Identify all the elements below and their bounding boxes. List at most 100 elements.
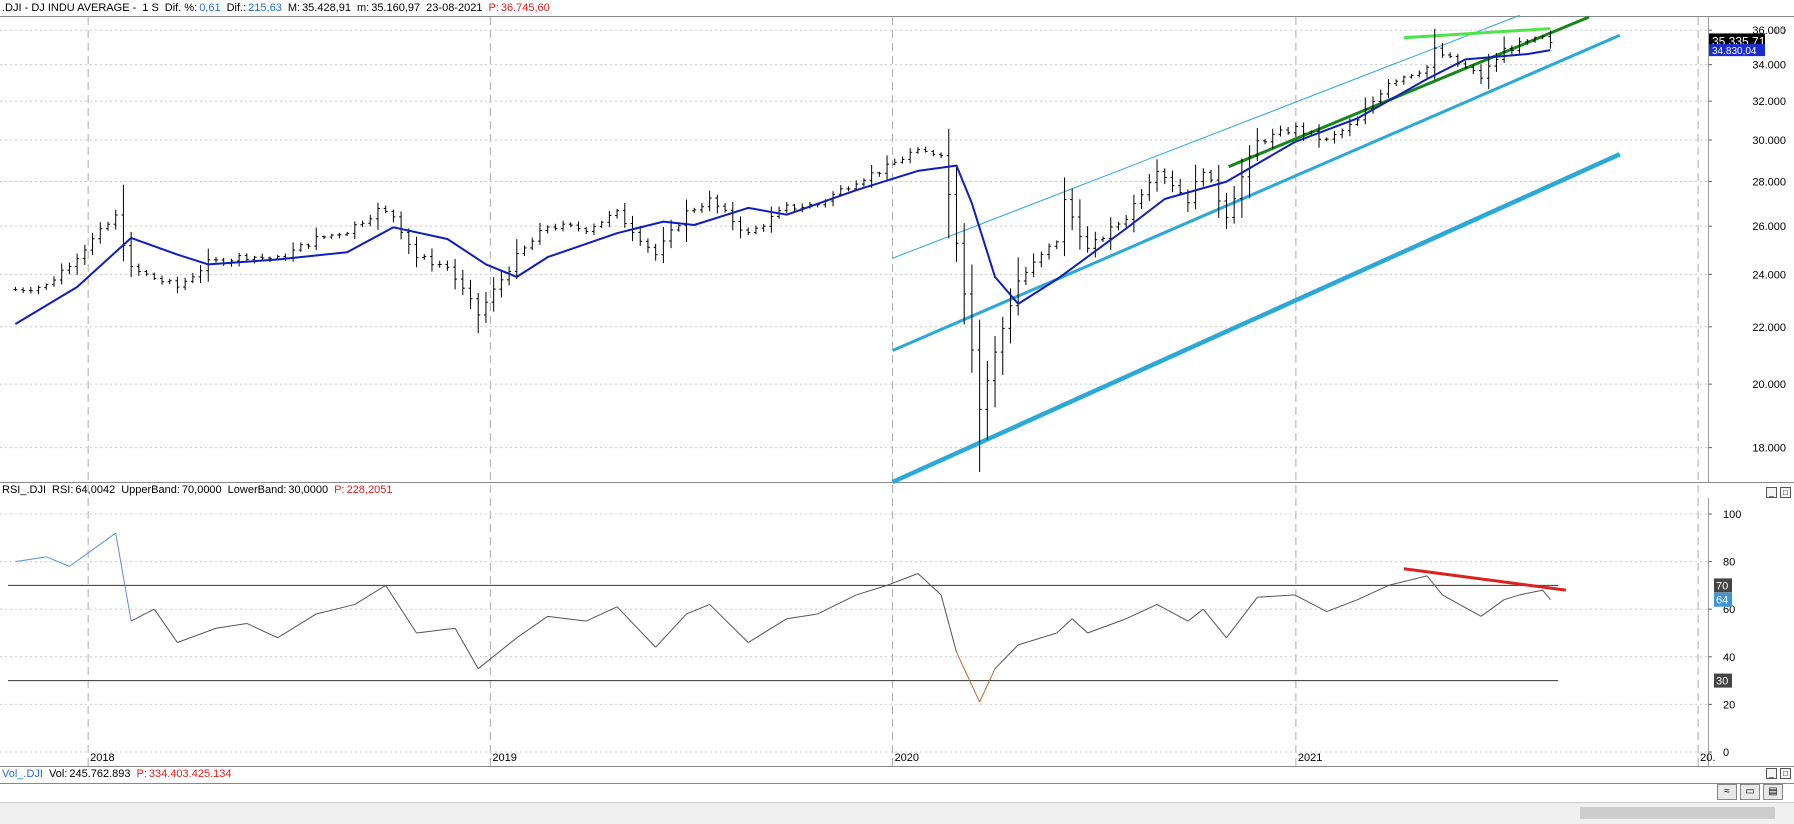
save-icon[interactable]: ▭ xyxy=(1740,784,1760,800)
p-label: P: xyxy=(488,2,499,14)
dif-label: Dif.: xyxy=(226,2,247,14)
rsi-segment xyxy=(46,556,70,567)
rsi-tick-label: 80 xyxy=(1723,557,1735,569)
rsi-p-value: 228,2051 xyxy=(346,484,393,496)
rsi-segment xyxy=(1480,599,1505,617)
rsi-label: RSI: xyxy=(52,484,74,496)
price-header-symbol: .DJI - DJ INDU AVERAGE - xyxy=(2,2,137,14)
rsi-segment xyxy=(1294,594,1327,613)
rsi-axis[interactable] xyxy=(1708,498,1794,766)
rsi-segment xyxy=(1357,584,1389,601)
rsi-p-label: P: xyxy=(334,484,345,496)
rsi-segment xyxy=(1542,589,1551,600)
rsi-segment xyxy=(277,613,317,639)
rsi-segment xyxy=(316,603,355,615)
rsi-segment xyxy=(1202,608,1227,639)
maximize-icon[interactable]: □ xyxy=(1780,768,1791,779)
rsi-segment xyxy=(1226,596,1258,639)
rsi-segment xyxy=(786,613,818,620)
vol-p-label: P: xyxy=(136,768,147,780)
rsi-segment xyxy=(586,606,618,622)
rsi-segment xyxy=(1125,603,1158,620)
price-tick-label: 26.000 xyxy=(1752,221,1786,233)
print-icon[interactable]: ▤ xyxy=(1763,784,1783,800)
rsi-segment xyxy=(956,651,981,703)
rsi-segment xyxy=(516,615,548,639)
date-value: 23-08-2021 xyxy=(426,2,483,14)
rsi-divergence-line xyxy=(1403,567,1567,592)
rsi-tick-label: 60 xyxy=(1723,604,1735,616)
upper-channel-line xyxy=(891,33,1621,352)
rsi-segment xyxy=(616,606,657,648)
price-axis[interactable] xyxy=(1708,17,1794,482)
rsi-segment xyxy=(747,618,788,643)
horizontal-scrollbar[interactable] xyxy=(0,802,1794,824)
rsi-segment xyxy=(547,615,587,622)
rsi-segment xyxy=(177,627,217,643)
rsi-segment xyxy=(886,573,919,586)
rsi-current-badge xyxy=(1714,592,1732,607)
scrollbar-thumb[interactable] xyxy=(1580,807,1775,819)
year-label: 2018 xyxy=(90,752,114,764)
rsi-current-badge-label: 64 xyxy=(1716,595,1728,607)
year-label: 2019 xyxy=(492,752,516,764)
price-header: .DJI - DJ INDU AVERAGE - 1 S Dif. %: 0,61 Di… xyxy=(0,0,556,16)
vol-pane-top-border xyxy=(0,766,1794,767)
rsi-tick-label: 0 xyxy=(1723,747,1729,759)
rsi-segment xyxy=(686,603,710,615)
rsi-segment xyxy=(1257,594,1295,598)
rsi-line xyxy=(15,532,1551,703)
rsi-segment xyxy=(153,608,178,643)
rsi-segment xyxy=(477,637,518,670)
rsi-segment xyxy=(1426,575,1443,596)
rsi-segment xyxy=(1071,618,1088,634)
rsi-lower-badge xyxy=(1714,673,1732,688)
rsi-upper-badge-label: 70 xyxy=(1716,580,1728,592)
dif-pct-label: Dif. %: xyxy=(164,2,198,14)
rsi-segment xyxy=(817,594,857,615)
rsi-segment xyxy=(69,532,116,567)
rsi-segment xyxy=(1018,632,1057,646)
rsi-tick-label: 100 xyxy=(1723,509,1741,521)
price-tick-label: 18.000 xyxy=(1752,443,1786,455)
lower-channel-line xyxy=(891,152,1621,485)
dif-value: 215,63 xyxy=(248,2,282,14)
rsi-segment xyxy=(1503,594,1520,601)
rsi-pane-top-border xyxy=(0,482,1794,483)
rsi-segment xyxy=(709,604,749,643)
max-label: M: xyxy=(287,2,301,14)
minimize-icon[interactable]: _ xyxy=(1766,768,1777,779)
vol-label: Vol: xyxy=(48,768,68,780)
upper-channel-thin-line xyxy=(892,14,1520,259)
rsi-header: RSI_.DJI RSI: 64,0042 UpperBand: 70,0000 Lowe… xyxy=(0,482,398,498)
upper-label: UpperBand: xyxy=(121,484,180,496)
price-tick-label: 32.000 xyxy=(1752,96,1786,108)
rsi-title: RSI_.DJI xyxy=(2,484,47,496)
price-tick-label: 22.000 xyxy=(1752,322,1786,334)
rsi-segment xyxy=(215,622,247,629)
rsi-segment xyxy=(1156,604,1189,622)
rsi-segment xyxy=(1519,589,1543,596)
rsi-segment xyxy=(940,594,957,653)
price-tick-label: 30.000 xyxy=(1752,135,1786,147)
maximize-icon[interactable]: □ xyxy=(1780,487,1791,498)
rsi-segment xyxy=(1056,618,1073,634)
minimize-icon[interactable]: _ xyxy=(1766,487,1777,498)
rsi-segment xyxy=(416,627,456,634)
lower-value: 30,0000 xyxy=(288,484,329,496)
ma-price-badge xyxy=(1709,44,1765,57)
lower-label: LowerBand: xyxy=(227,484,287,496)
date-axis[interactable] xyxy=(0,783,1794,800)
rsi-segment xyxy=(1442,594,1482,617)
rsi-segment xyxy=(454,627,479,669)
rsi-segment xyxy=(1087,618,1127,634)
moving-average-line xyxy=(14,49,1551,325)
rsi-segment xyxy=(655,613,687,648)
price-tick-label: 24.000 xyxy=(1752,269,1786,281)
rsi-segment xyxy=(354,584,386,605)
rsi-upper-badge xyxy=(1714,578,1732,593)
year-label: 20. xyxy=(1700,752,1715,764)
vol-value: 245.762.893 xyxy=(69,768,131,780)
scale-toggle-icon[interactable]: ≈ xyxy=(1717,784,1737,800)
